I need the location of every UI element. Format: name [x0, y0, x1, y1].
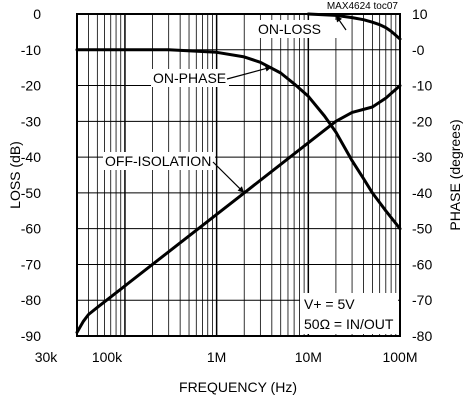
right-tick-label: -60 [412, 256, 432, 272]
right-axis-title: PHASE (degrees) [447, 119, 463, 230]
left-tick-label: -40 [21, 149, 41, 165]
series-line-on-phase [75, 48, 402, 231]
annotation-leader [226, 66, 272, 80]
right-tick-label: -70 [412, 292, 432, 308]
annotation-label: OFF-ISOLATION [105, 153, 211, 169]
annotation-background [103, 152, 215, 170]
plot-frame [76, 13, 401, 337]
right-tick-label: -30 [412, 149, 432, 165]
right-tick-label: -10 [412, 78, 432, 94]
left-tick-label: -90 [21, 328, 41, 344]
right-tick-label: -50 [412, 221, 432, 237]
x-tick-label: 1M [207, 349, 226, 365]
right-tick-label: 10 [412, 6, 428, 22]
annotation-leader [212, 161, 245, 194]
conditions-background [300, 293, 398, 334]
x-tick-label: 100M [382, 349, 417, 365]
left-axis-title: LOSS (dB) [7, 141, 23, 209]
x-tick-label: 10M [295, 349, 322, 365]
condition-text: V+ = 5V [304, 296, 355, 312]
x-tick-label: 100k [92, 349, 123, 365]
left-tick-label: -20 [21, 78, 41, 94]
annotation-arrowhead [237, 186, 245, 193]
tick-labels: 0 -10 -20 -30 -40 -50 -60 -70 -80 -90 10 -0 -10 -20 -3… [21, 6, 433, 365]
left-tick-label: -10 [21, 42, 41, 58]
left-tick-label: -50 [21, 185, 41, 201]
annotation-arrowhead [264, 65, 272, 72]
x-axis-title: FREQUENCY (Hz) [179, 379, 297, 395]
left-tick-label: -70 [21, 256, 41, 272]
annotations: ON-LOSS ON-PHASE OFF-ISOLATION V+ = 5V 50Ω =… [103, 15, 398, 334]
series-line-on-loss [306, 12, 402, 41]
left-tick-label: -30 [21, 113, 41, 129]
right-tick-label: -80 [412, 328, 432, 344]
right-tick-label: -20 [412, 113, 432, 129]
left-tick-label: 0 [33, 6, 41, 22]
annotation-background [151, 69, 229, 87]
annotation-label: ON-LOSS [258, 21, 321, 37]
right-tick-label: -0 [412, 42, 425, 58]
condition-text: 50Ω = IN/OUT [304, 316, 394, 332]
left-tick-label: -60 [21, 221, 41, 237]
chart-tag: MAX4624 toc07 [327, 1, 399, 12]
left-tick-label: -80 [21, 292, 41, 308]
annotation-background [256, 20, 348, 38]
annotation-label: ON-PHASE [153, 70, 226, 86]
x-tick-label: 30k [35, 349, 59, 365]
right-tick-label: -40 [412, 185, 432, 201]
annotation-arrowhead [335, 15, 343, 23]
